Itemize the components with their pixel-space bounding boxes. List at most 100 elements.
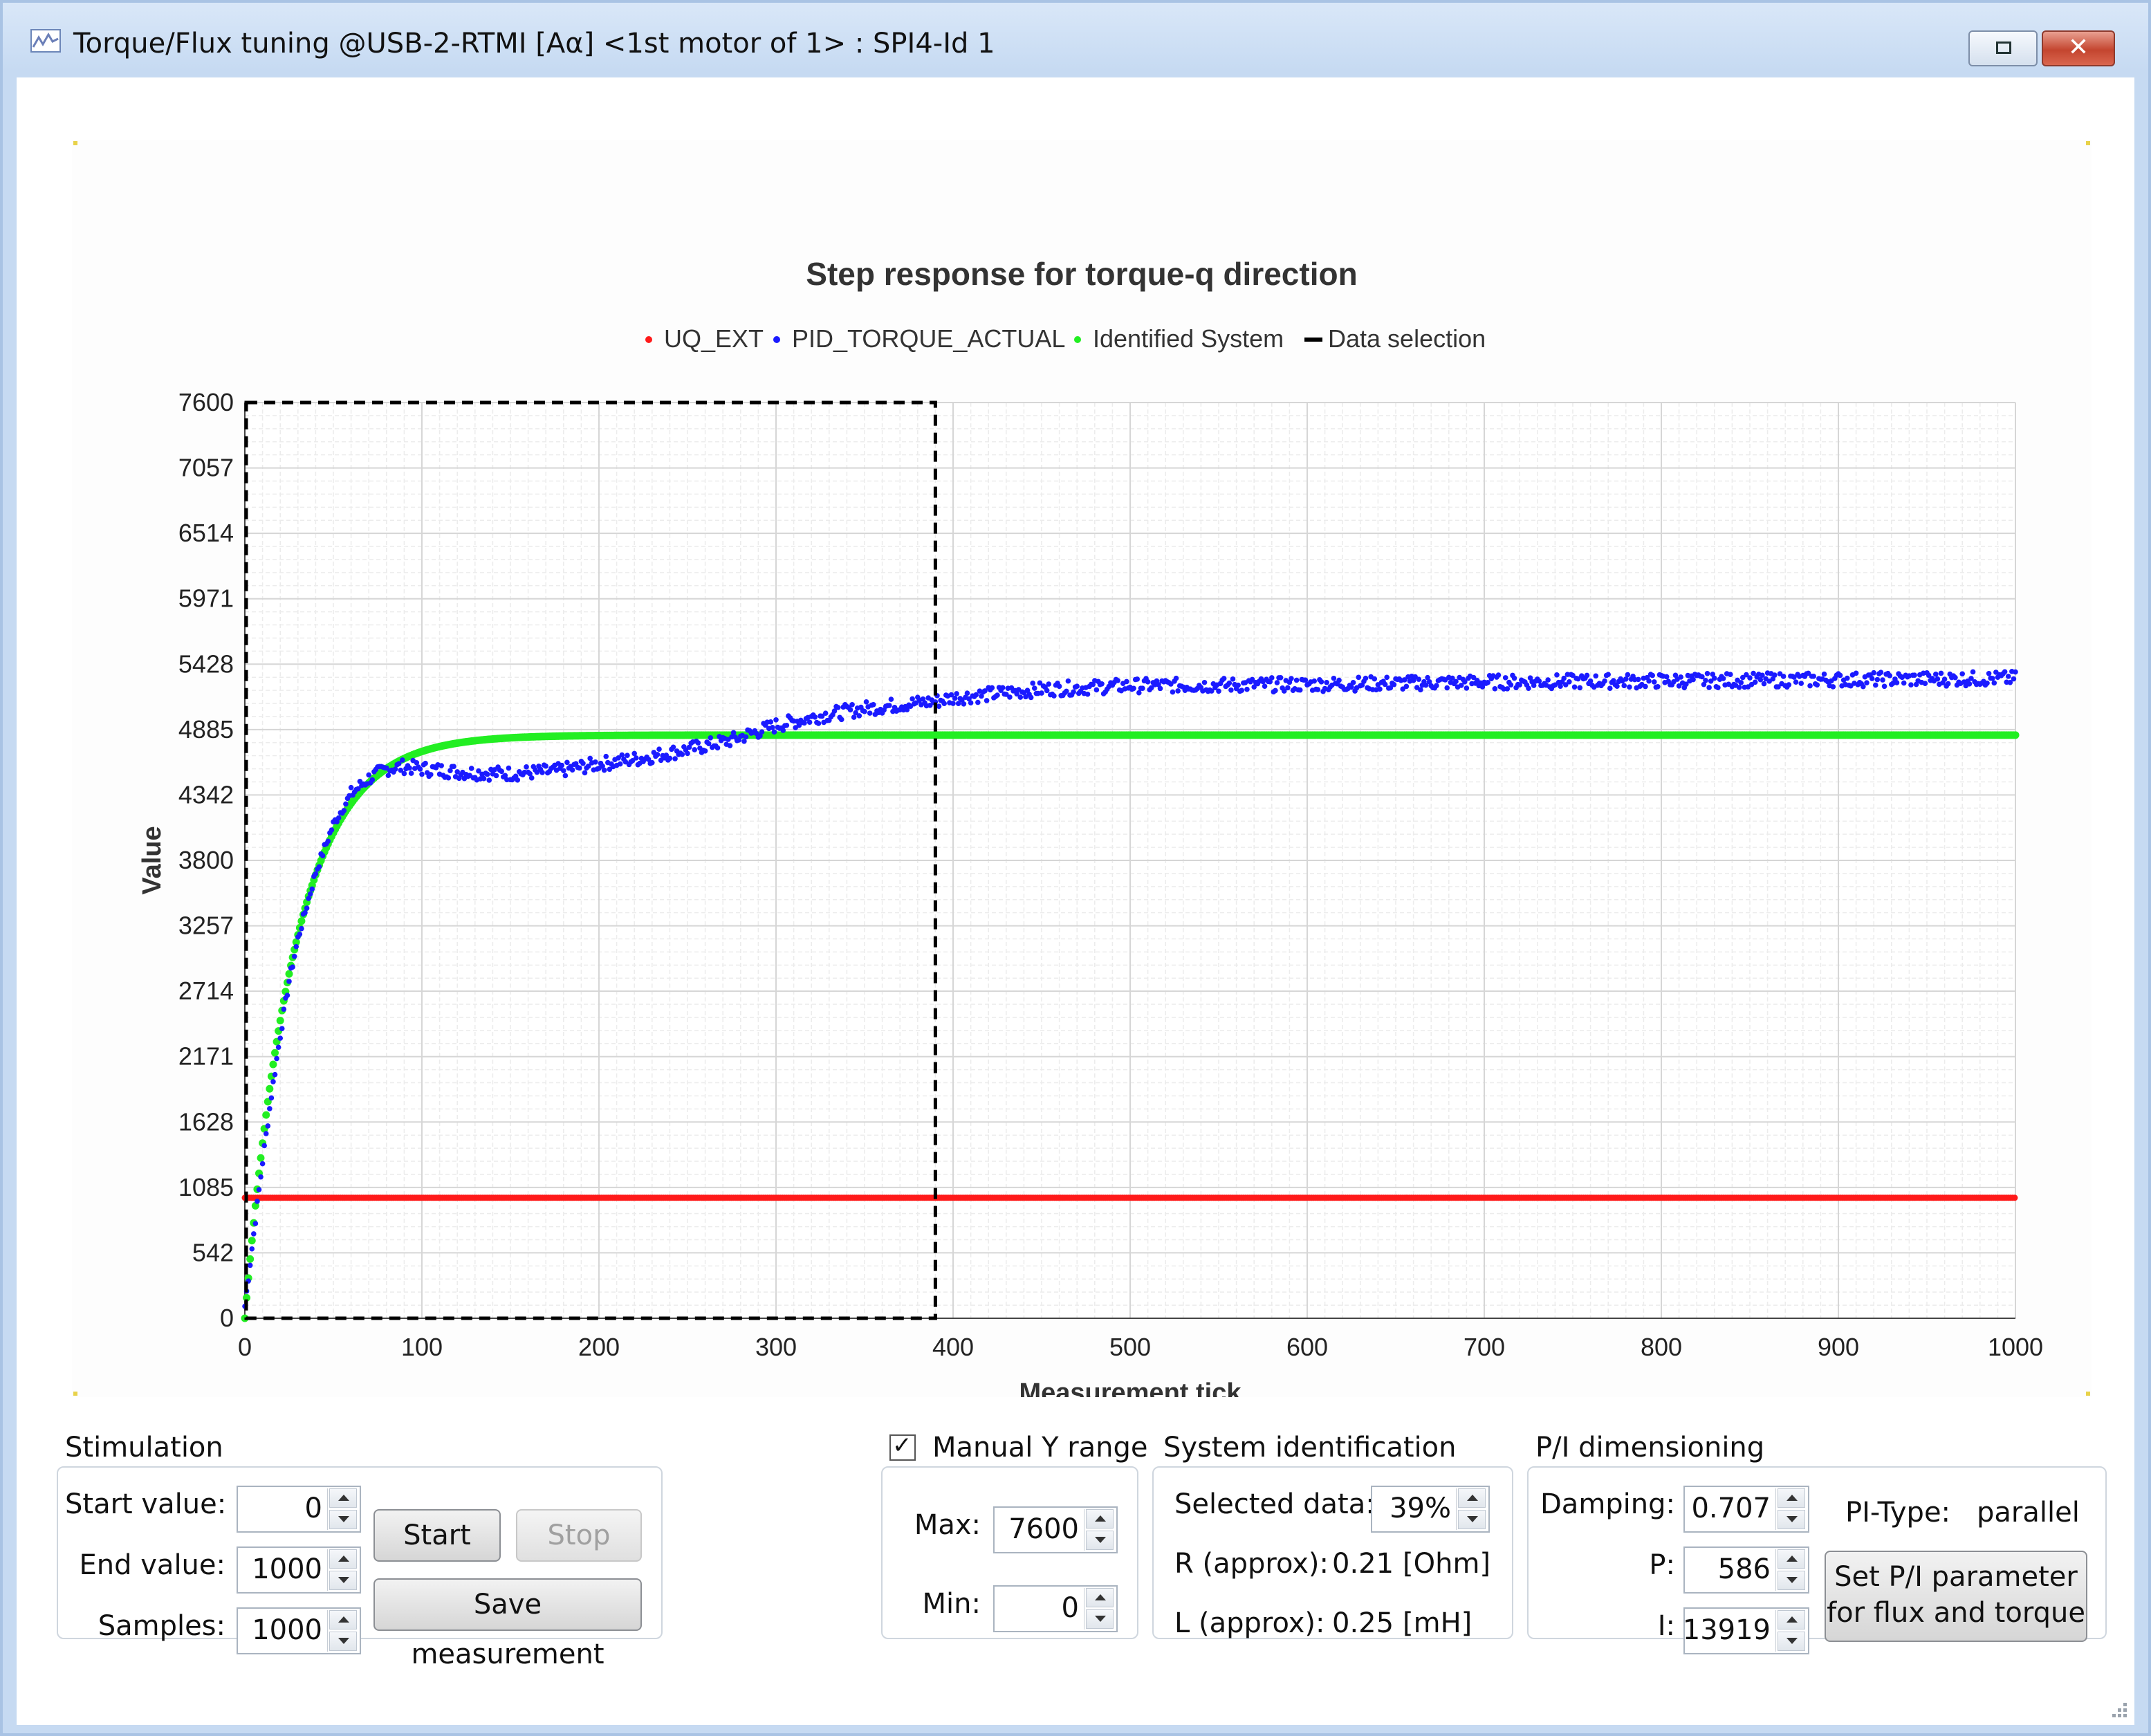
- pid-torque-actual-point: [1416, 676, 1422, 682]
- spin-up-icon[interactable]: [1778, 1549, 1805, 1569]
- pid-torque-actual-series: [242, 669, 2018, 1309]
- spin-up-icon[interactable]: [1778, 1610, 1805, 1629]
- end-value-spinbox[interactable]: 1000: [237, 1546, 361, 1594]
- pid-torque-actual-point: [1262, 683, 1268, 690]
- pid-torque-actual-point: [306, 896, 311, 901]
- pid-torque-actual-point: [274, 1055, 279, 1062]
- pid-torque-actual-point: [1145, 678, 1151, 685]
- pid-torque-actual-point: [559, 762, 565, 768]
- pid-torque-actual-point: [263, 1131, 269, 1136]
- pid-torque-actual-point: [815, 721, 822, 726]
- manual-y-range-checkbox[interactable]: ✓: [889, 1432, 916, 1461]
- save-measurement-button[interactable]: Save measurement: [373, 1578, 642, 1670]
- pid-torque-actual-point: [1593, 673, 1599, 679]
- y-tick-label: 5971: [178, 584, 234, 613]
- pid-torque-actual-point: [1071, 689, 1076, 695]
- spin-up-icon[interactable]: [1086, 1509, 1114, 1529]
- step-response-chart[interactable]: 0 100 200 300 400 500 600 700 800 900 1000 0 542 1085…: [72, 140, 2092, 1397]
- chart-corner-marker: [73, 141, 77, 145]
- pid-torque-actual-point: [1115, 678, 1120, 683]
- pid-torque-actual-point: [272, 1071, 278, 1078]
- start-value-spinbox[interactable]: 0: [237, 1486, 361, 1533]
- y-max-spinbox[interactable]: 7600: [993, 1506, 1118, 1553]
- pid-torque-actual-point: [616, 755, 621, 761]
- spin-down-icon[interactable]: [329, 1571, 357, 1590]
- spin-down-icon[interactable]: [329, 1632, 357, 1651]
- p-spinbox[interactable]: 586: [1683, 1546, 1809, 1594]
- pid-torque-actual-point: [1959, 671, 1965, 677]
- pid-torque-actual-point: [1277, 675, 1284, 681]
- set-pi-parameter-button[interactable]: Set P/I parameter for flux and torque: [1825, 1551, 2087, 1642]
- pid-torque-actual-point: [407, 765, 412, 771]
- spin-up-icon[interactable]: [1086, 1588, 1114, 1607]
- pid-torque-actual-point: [1708, 678, 1714, 684]
- samples-spinbox[interactable]: 1000: [237, 1607, 361, 1654]
- spin-down-icon[interactable]: [1778, 1510, 1805, 1529]
- spin-up-icon[interactable]: [329, 1549, 357, 1569]
- l-approx-unit: [mH]: [1403, 1607, 1473, 1639]
- system-identification-label: System identification: [1163, 1432, 1457, 1463]
- pid-torque-actual-point: [438, 763, 444, 768]
- start-button[interactable]: Start: [373, 1509, 501, 1562]
- pid-torque-actual-point: [1690, 676, 1696, 683]
- pid-torque-actual-point: [1134, 676, 1141, 682]
- spin-down-icon[interactable]: [1086, 1609, 1114, 1629]
- pid-torque-actual-point: [1621, 683, 1627, 689]
- close-button[interactable]: ✕: [2042, 30, 2115, 66]
- pid-torque-actual-point: [1614, 683, 1620, 690]
- pid-torque-actual-point: [867, 710, 873, 716]
- title-bar[interactable]: Torque/Flux tuning @USB-2-RTMI [Aα] <1st…: [3, 3, 2148, 77]
- spin-up-icon[interactable]: [1778, 1488, 1805, 1508]
- pid-torque-actual-point: [1561, 675, 1567, 681]
- spin-up-icon[interactable]: [1458, 1488, 1486, 1508]
- pid-torque-actual-point: [1869, 676, 1875, 681]
- selected-data-spinbox[interactable]: 39%: [1371, 1486, 1490, 1533]
- stop-button[interactable]: Stop: [516, 1509, 642, 1562]
- pid-torque-actual-point: [284, 992, 290, 998]
- chart-corner-marker: [2086, 141, 2090, 145]
- i-spinbox[interactable]: 13919: [1683, 1607, 1809, 1654]
- pid-torque-actual-point: [587, 755, 593, 761]
- x-tick-label: 600: [1286, 1333, 1328, 1361]
- pid-torque-actual-point: [686, 744, 692, 750]
- pid-torque-actual-point: [950, 701, 956, 706]
- pid-torque-actual-point: [802, 720, 807, 726]
- pid-torque-actual-point: [1704, 670, 1710, 676]
- pid-torque-actual-point: [1074, 683, 1080, 690]
- pid-torque-actual-point: [1384, 674, 1390, 681]
- pid-torque-actual-point: [476, 768, 481, 774]
- identified-system-point: [262, 1111, 270, 1119]
- x-tick-label: 400: [932, 1333, 974, 1361]
- pid-torque-actual-point: [414, 759, 420, 766]
- pid-torque-actual-point: [1935, 676, 1941, 682]
- spin-up-icon[interactable]: [329, 1610, 357, 1629]
- spin-down-icon[interactable]: [329, 1510, 357, 1529]
- spin-down-icon[interactable]: [1086, 1531, 1114, 1550]
- pid-torque-actual-point: [1807, 683, 1813, 689]
- spin-down-icon[interactable]: [1778, 1632, 1805, 1651]
- spin-up-icon[interactable]: [329, 1488, 357, 1508]
- pid-torque-actual-point: [1450, 675, 1455, 681]
- pid-torque-actual-point: [1625, 672, 1631, 678]
- damping-spinbox[interactable]: 0.707: [1683, 1486, 1809, 1533]
- pid-torque-actual-point: [484, 771, 490, 777]
- pid-torque-actual-point: [1945, 681, 1951, 687]
- pid-torque-actual-point: [1739, 674, 1746, 681]
- y-tick-label: 3800: [178, 846, 234, 874]
- y-min-spinbox[interactable]: 0: [993, 1585, 1118, 1632]
- x-tick-label: 700: [1464, 1333, 1505, 1361]
- pid-torque-actual-point: [1577, 685, 1583, 691]
- restore-button[interactable]: [1968, 30, 2038, 66]
- resize-grip-icon[interactable]: [2108, 1699, 2129, 1719]
- spin-down-icon[interactable]: [1778, 1571, 1805, 1590]
- pid-torque-actual-point: [1402, 677, 1407, 683]
- pid-torque-actual-point: [999, 685, 1006, 691]
- pid-torque-actual-point: [1039, 690, 1044, 696]
- pid-torque-actual-point: [1991, 680, 1997, 686]
- pid-torque-actual-point: [910, 696, 915, 702]
- pid-torque-actual-point: [1650, 672, 1655, 678]
- legend-label: Identified System: [1093, 324, 1284, 353]
- spin-down-icon[interactable]: [1458, 1510, 1486, 1529]
- pid-torque-actual-point: [1845, 675, 1850, 681]
- pid-torque-actual-point: [408, 770, 414, 776]
